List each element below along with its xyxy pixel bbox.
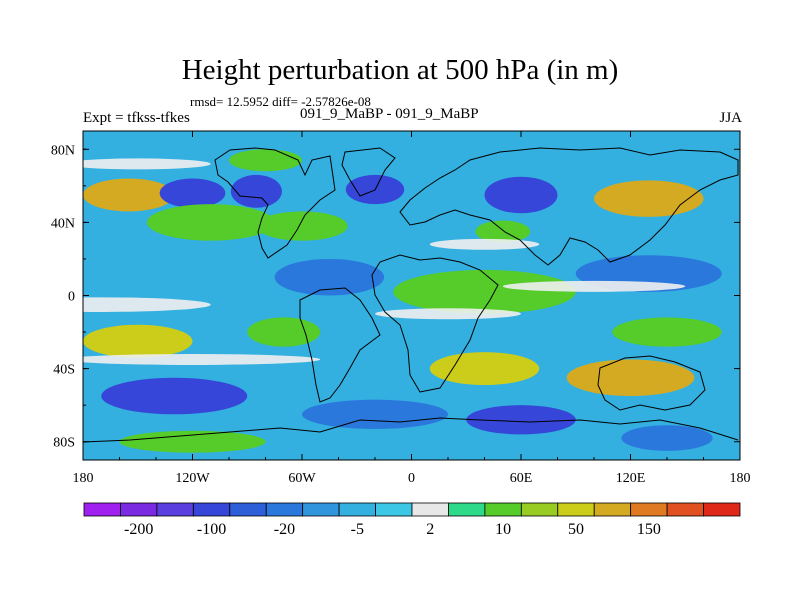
colorbar-swatch — [703, 502, 741, 517]
coastline-south-america — [299, 287, 381, 403]
field-blob — [146, 204, 275, 241]
coastline-overlay — [83, 147, 739, 443]
colorbar-label: -5 — [351, 521, 364, 538]
colorbar-label: -20 — [274, 521, 295, 538]
field-blob — [83, 324, 193, 358]
field-blob — [83, 178, 175, 212]
colorbar-swatch — [557, 502, 595, 517]
colorbar-swatch — [593, 502, 632, 517]
colorbar-swatch — [83, 502, 121, 517]
field-blob — [393, 269, 576, 314]
colorbar-swatch — [630, 502, 668, 517]
colorbar-swatch — [302, 502, 340, 517]
near-zero-band — [83, 158, 211, 170]
coastline-north-america — [214, 147, 336, 259]
colorbar-swatch — [338, 502, 376, 517]
field-blob — [475, 220, 531, 243]
y-tick-label: 80S — [53, 436, 75, 451]
chart-title: Height perturbation at 500 hPa (in m) — [181, 54, 619, 86]
season-label: JJA — [719, 110, 742, 126]
y-tick-label: 0 — [68, 290, 75, 305]
x-tick-label: 180 — [730, 471, 751, 486]
colorbar-label: -100 — [197, 521, 226, 538]
x-tick-label: 0 — [408, 471, 415, 486]
near-zero-band — [83, 297, 211, 312]
field-blob — [230, 174, 282, 208]
colorbar-swatch — [411, 502, 449, 517]
colorbar-swatch — [375, 502, 413, 517]
field-blob — [429, 352, 540, 386]
field-blob — [594, 180, 704, 217]
field-blob — [119, 430, 266, 453]
coastline-greenland — [341, 147, 396, 197]
colorbar-label: 50 — [568, 521, 584, 538]
colorbar-swatch — [265, 502, 304, 517]
field-blob — [621, 425, 713, 451]
field-blob — [566, 359, 695, 397]
colorbar-label: -200 — [124, 521, 153, 538]
x-tick-label: 60W — [288, 471, 316, 486]
y-axis: 80N 40N 0 40S 80S — [51, 143, 740, 451]
field-blob — [411, 141, 558, 164]
y-tick-label: 80N — [51, 143, 75, 158]
colorbar-label: 10 — [495, 521, 511, 538]
x-tick-label: 180 — [73, 471, 94, 486]
colorbar: -200 -100 -20 -5 2 10 50 150 — [83, 502, 741, 538]
colorbar-label: 2 — [426, 521, 434, 538]
colorbar-swatch — [120, 502, 158, 517]
x-tick-label: 120E — [616, 471, 646, 486]
x-tick-label: 60E — [510, 471, 533, 486]
subtitle-label: 091_9_MaBP - 091_9_MaBP — [300, 106, 479, 122]
colorbar-swatch — [192, 502, 231, 517]
colorbar-swatch — [484, 502, 522, 517]
coastline-eurasia — [399, 147, 739, 266]
field-blob — [484, 176, 558, 214]
field-blob — [302, 357, 375, 387]
near-zero-band — [429, 238, 540, 250]
field-blob — [247, 317, 321, 347]
near-zero-band — [375, 308, 521, 320]
field-blob — [229, 149, 302, 172]
colorbar-swatch — [520, 502, 559, 517]
field-blob — [302, 399, 448, 429]
field-blob — [83, 247, 156, 278]
near-zero-band — [83, 353, 321, 365]
field-blob — [466, 405, 576, 435]
field-blob — [159, 178, 226, 208]
field-blob — [612, 317, 722, 347]
x-axis: 180 120W 60W 0 60E 120E 180 — [73, 131, 751, 486]
colorbar-swatch — [156, 502, 194, 517]
y-tick-label: 40S — [53, 363, 75, 378]
stats-label: rmsd= 12.5952 diff= -2.57826e-08 — [190, 94, 371, 109]
colorbar-label: 150 — [637, 521, 661, 538]
experiment-label: Expt = tfkss-tfkes — [83, 110, 190, 126]
field-blob — [101, 377, 248, 415]
field-blob — [256, 211, 348, 241]
field-blob — [274, 258, 385, 296]
contour-field — [83, 131, 740, 460]
colorbar-swatch — [448, 502, 486, 517]
coastline-africa — [371, 254, 499, 393]
colorbar-swatch — [666, 502, 704, 517]
coastline-australia — [597, 355, 706, 411]
near-zero-band — [502, 280, 686, 292]
x-tick-label: 120W — [175, 471, 210, 486]
y-tick-label: 40N — [51, 216, 75, 231]
colorbar-swatch — [229, 502, 267, 517]
coastline-antarctica — [83, 417, 739, 443]
